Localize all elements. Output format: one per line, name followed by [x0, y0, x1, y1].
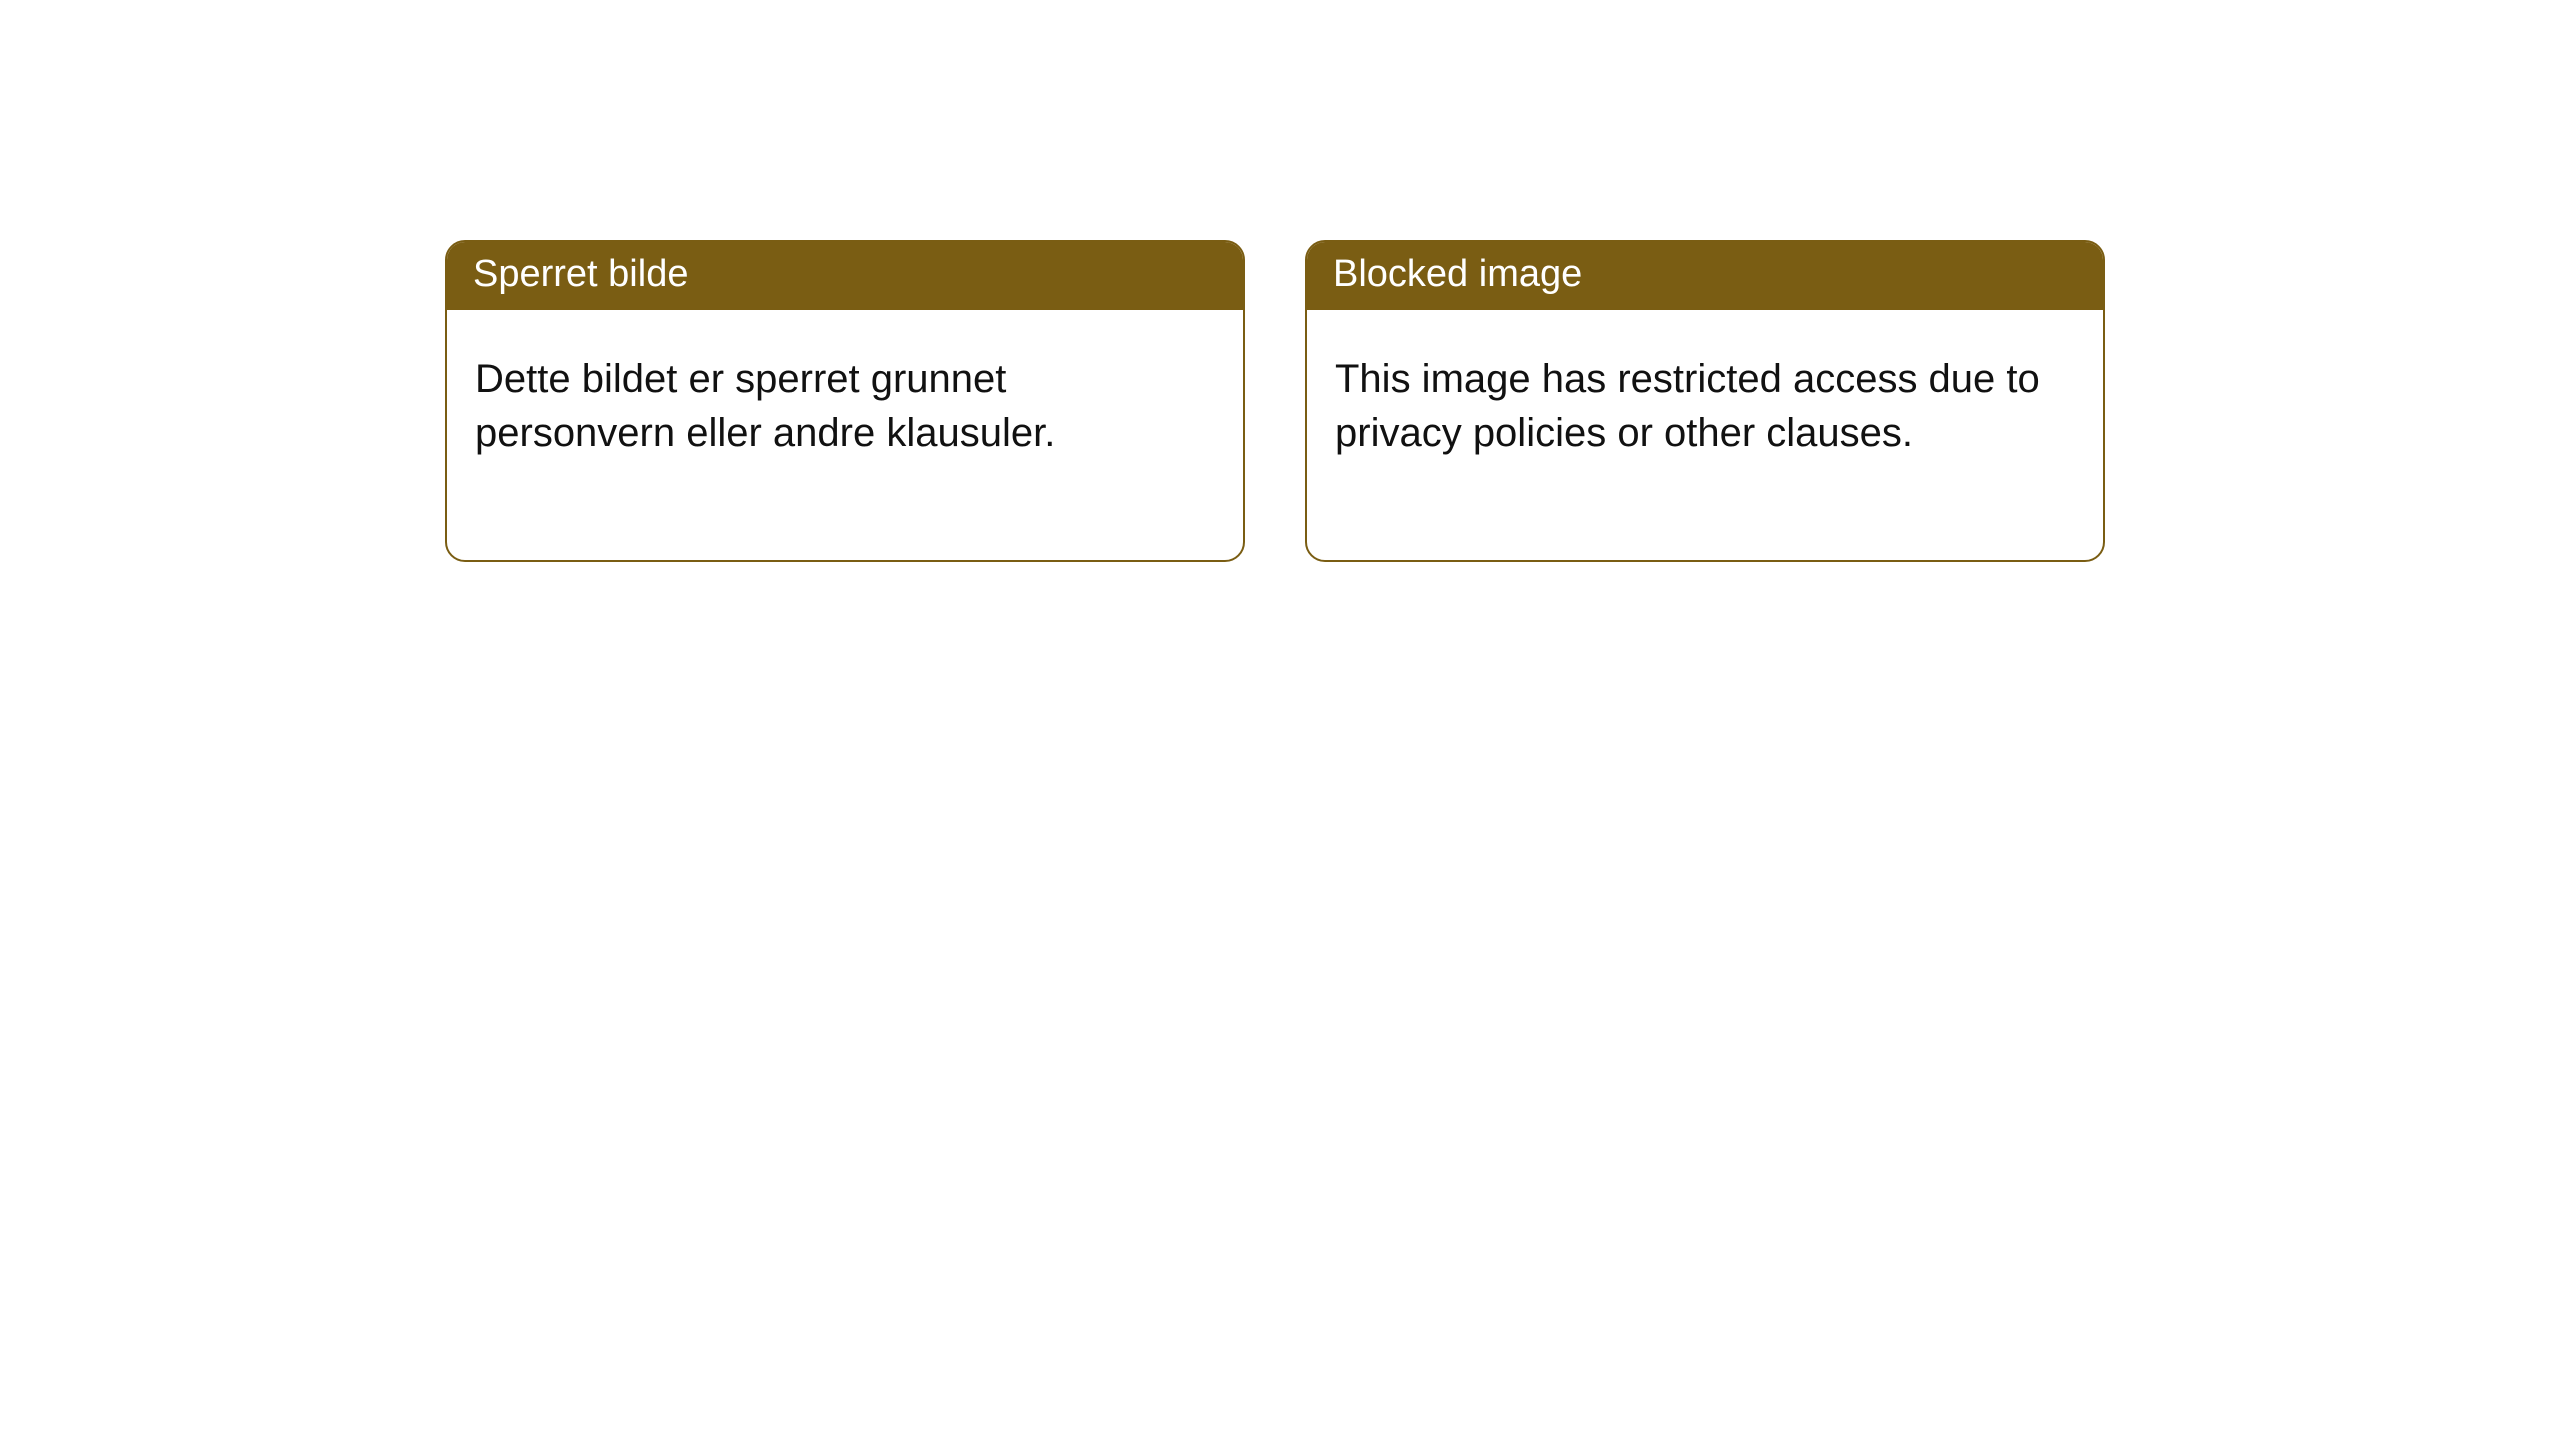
blocked-image-card-en: Blocked image This image has restricted … [1305, 240, 2105, 562]
blocked-image-card-no: Sperret bilde Dette bildet er sperret gr… [445, 240, 1245, 562]
card-header-no: Sperret bilde [447, 242, 1243, 310]
card-body-no: Dette bildet er sperret grunnet personve… [447, 310, 1243, 560]
card-header-en: Blocked image [1307, 242, 2103, 310]
cards-container: Sperret bilde Dette bildet er sperret gr… [445, 240, 2105, 562]
card-body-en: This image has restricted access due to … [1307, 310, 2103, 560]
